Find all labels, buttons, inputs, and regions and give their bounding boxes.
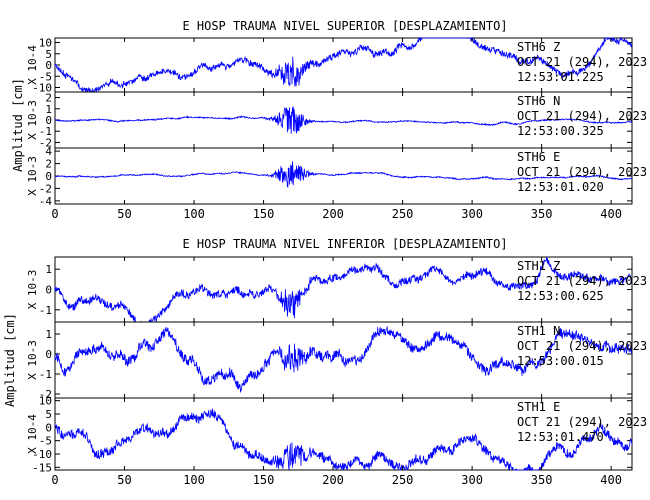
trace-annotation: 12:53:01.470 — [517, 430, 604, 444]
y-tick-label: -1 — [39, 125, 52, 138]
y-tick-label: -10 — [32, 82, 52, 95]
x-tick-label: 50 — [117, 473, 131, 487]
trace-annotation: OCT 21 (294), 2023 — [517, 109, 647, 123]
trace-annotation: OCT 21 (294), 2023 — [517, 55, 647, 69]
y-tick-label: 1 — [45, 103, 52, 116]
x-tick-label: 150 — [253, 207, 275, 221]
trace-annotation: 12:53:00.325 — [517, 124, 604, 138]
scale-label: X 10-4 — [26, 414, 39, 454]
scale-label: X 10-3 — [26, 156, 39, 196]
y-tick-label: 0 — [45, 421, 52, 434]
y-tick-label: 0 — [45, 170, 52, 183]
x-tick-label: 50 — [117, 207, 131, 221]
y-tick-label: 4 — [45, 145, 52, 158]
x-tick-label: 300 — [461, 207, 483, 221]
trace-annotation: STH6 N — [517, 94, 560, 108]
scale-label: X 10-4 — [26, 45, 39, 85]
y-tick-label: -15 — [32, 461, 52, 474]
trace-annotation: 12:53:00.625 — [517, 289, 604, 303]
trace-line — [54, 408, 633, 472]
x-tick-label: 250 — [392, 473, 414, 487]
y-tick-label: 5 — [45, 48, 52, 61]
x-tick-label: 100 — [183, 473, 205, 487]
trace-annotation: STH6 Z — [517, 40, 560, 54]
trace-annotation: OCT 21 (294), 2023 — [517, 415, 647, 429]
trace-annotation: STH6 E — [517, 150, 560, 164]
chart-upper: E HOSP TRAUMA NIVEL SUPERIOR [DESPLAZAMI… — [11, 19, 647, 221]
trace-annotation: 12:53:00.015 — [517, 354, 604, 368]
trace-annotation: 12:53:01.020 — [517, 180, 604, 194]
scale-label: X 10-3 — [26, 270, 39, 310]
trace-line — [54, 106, 633, 134]
y-tick-label: 0 — [45, 284, 52, 297]
y-tick-label: -10 — [32, 448, 52, 461]
y-tick-label: -2 — [39, 388, 52, 401]
y-tick-label: -2 — [39, 136, 52, 149]
trace-line — [54, 326, 633, 393]
chart-lower-ylabel: Amplitud [cm] — [3, 313, 17, 407]
y-tick-label: 10 — [39, 37, 52, 50]
x-tick-label: 250 — [392, 207, 414, 221]
chart-upper-title: E HOSP TRAUMA NIVEL SUPERIOR [DESPLAZAMI… — [182, 19, 507, 33]
trace-annotation: OCT 21 (294), 2023 — [517, 274, 647, 288]
y-tick-label: 2 — [45, 158, 52, 171]
trace-line — [54, 256, 633, 323]
y-tick-label: -4 — [39, 195, 53, 208]
x-tick-label: 400 — [600, 473, 622, 487]
x-tick-label: 200 — [322, 207, 344, 221]
y-tick-label: 5 — [45, 408, 52, 421]
trace-annotation: STH1 Z — [517, 259, 560, 273]
y-tick-label: 10 — [39, 395, 52, 408]
y-tick-label: -5 — [39, 435, 52, 448]
trace-line — [54, 36, 633, 93]
y-tick-label: 2 — [45, 92, 52, 105]
chart-upper-ylabel: Amplitud [cm] — [11, 78, 25, 172]
y-tick-label: 0 — [45, 114, 52, 127]
trace-annotation: STH1 N — [517, 324, 560, 338]
x-tick-label: 350 — [531, 207, 553, 221]
x-tick-label: 350 — [531, 473, 553, 487]
chart-lower: E HOSP TRAUMA NIVEL INFERIOR [DESPLAZAMI… — [3, 237, 647, 487]
scale-label: X 10-3 — [26, 100, 39, 140]
y-tick-label: 1 — [45, 328, 52, 341]
x-tick-label: 100 — [183, 207, 205, 221]
trace-line — [54, 161, 633, 188]
x-tick-label: 0 — [51, 207, 58, 221]
x-tick-label: 200 — [322, 473, 344, 487]
y-tick-label: 0 — [45, 348, 52, 361]
trace-annotation: 12:53:01.225 — [517, 70, 604, 84]
y-tick-label: -2 — [39, 182, 52, 195]
trace-annotation: OCT 21 (294), 2023 — [517, 165, 647, 179]
scale-label: X 10-3 — [26, 340, 39, 380]
x-tick-label: 300 — [461, 473, 483, 487]
y-tick-label: -5 — [39, 70, 52, 83]
x-tick-label: 150 — [253, 473, 275, 487]
x-tick-label: 400 — [600, 207, 622, 221]
y-tick-label: 0 — [45, 59, 52, 72]
x-tick-label: 0 — [51, 473, 58, 487]
trace-annotation: STH1 E — [517, 400, 560, 414]
y-tick-label: 1 — [45, 263, 52, 276]
chart-lower-title: E HOSP TRAUMA NIVEL INFERIOR [DESPLAZAMI… — [182, 237, 507, 251]
trace-annotation: OCT 21 (294), 2023 — [517, 339, 647, 353]
y-tick-label: -1 — [39, 304, 52, 317]
y-tick-label: -1 — [39, 368, 52, 381]
